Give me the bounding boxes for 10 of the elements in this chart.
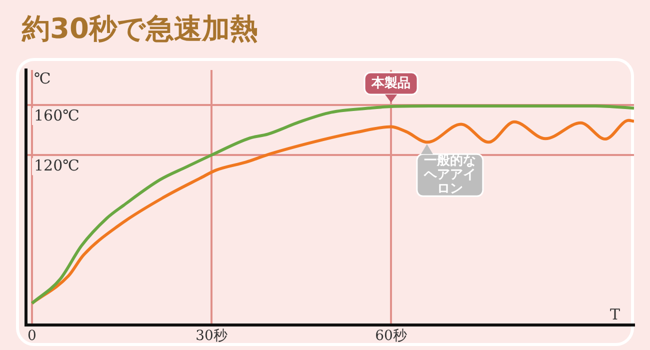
chart-title: 約30秒で急速加熱 [22, 11, 258, 47]
series-label: 本製品 [370, 76, 411, 91]
y-axis-title: ℃ [34, 69, 51, 88]
y-tick-label: 160℃ [34, 106, 80, 124]
series-label: 一般的なヘアアイロン [422, 154, 476, 197]
y-tick-label: 120℃ [34, 156, 80, 174]
x-tick-label: 60秒 [375, 328, 407, 344]
x-axis-title: T [610, 306, 620, 324]
x-tick-label: 0 [28, 328, 36, 344]
x-tick-label: 30秒 [196, 328, 228, 344]
